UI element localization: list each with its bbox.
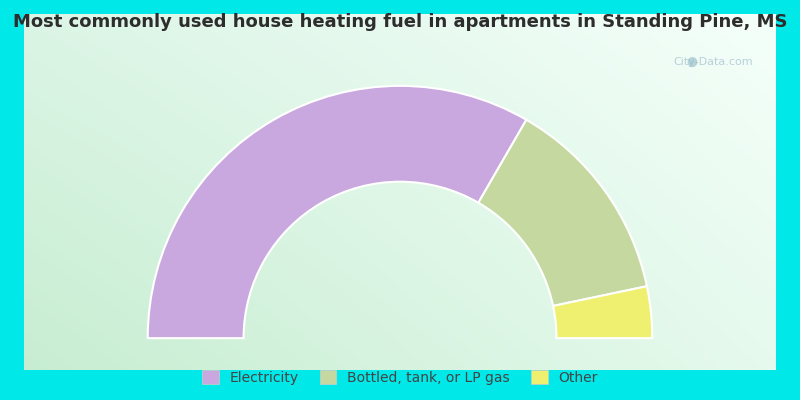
Legend: Electricity, Bottled, tank, or LP gas, Other: Electricity, Bottled, tank, or LP gas, O…: [196, 364, 604, 390]
Text: ⬤: ⬤: [686, 57, 697, 67]
Wedge shape: [148, 86, 526, 338]
Wedge shape: [478, 120, 647, 306]
Wedge shape: [553, 286, 652, 338]
Text: Most commonly used house heating fuel in apartments in Standing Pine, MS: Most commonly used house heating fuel in…: [13, 13, 787, 31]
Text: City-Data.com: City-Data.com: [674, 57, 754, 67]
